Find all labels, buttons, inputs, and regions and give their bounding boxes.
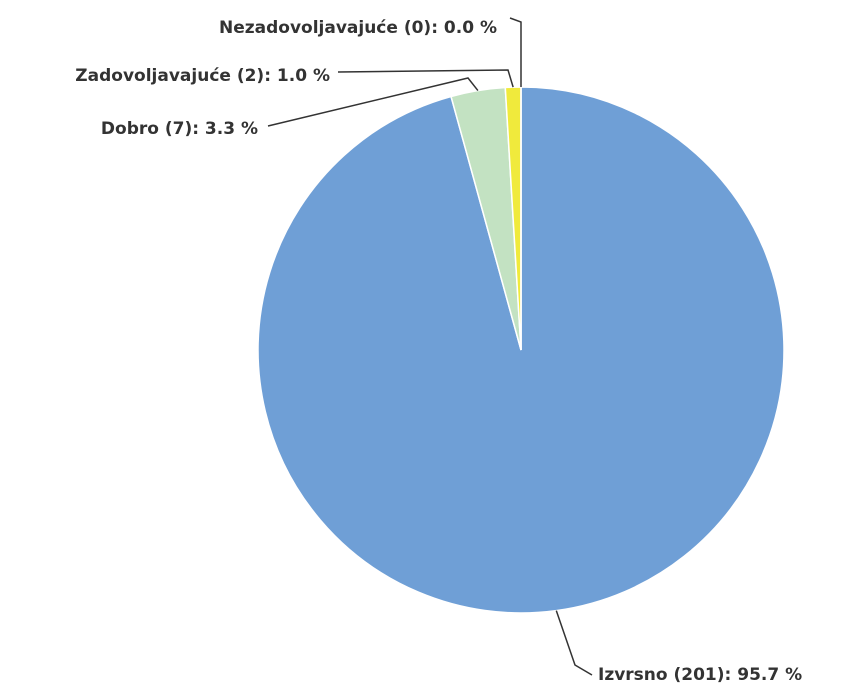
slice-label: Nezadovoljavajuće (0): 0.0 %: [219, 18, 497, 38]
leader-line: [555, 610, 593, 676]
slice-label: Zadovoljavajuće (2): 1.0 %: [75, 66, 330, 86]
leader-line: [337, 69, 514, 88]
slice-label: Izvrsno (201): 95.7 %: [598, 665, 802, 685]
leader-line: [267, 77, 479, 127]
leader-line: [509, 17, 522, 88]
slice-label: Dobro (7): 3.3 %: [101, 119, 258, 139]
